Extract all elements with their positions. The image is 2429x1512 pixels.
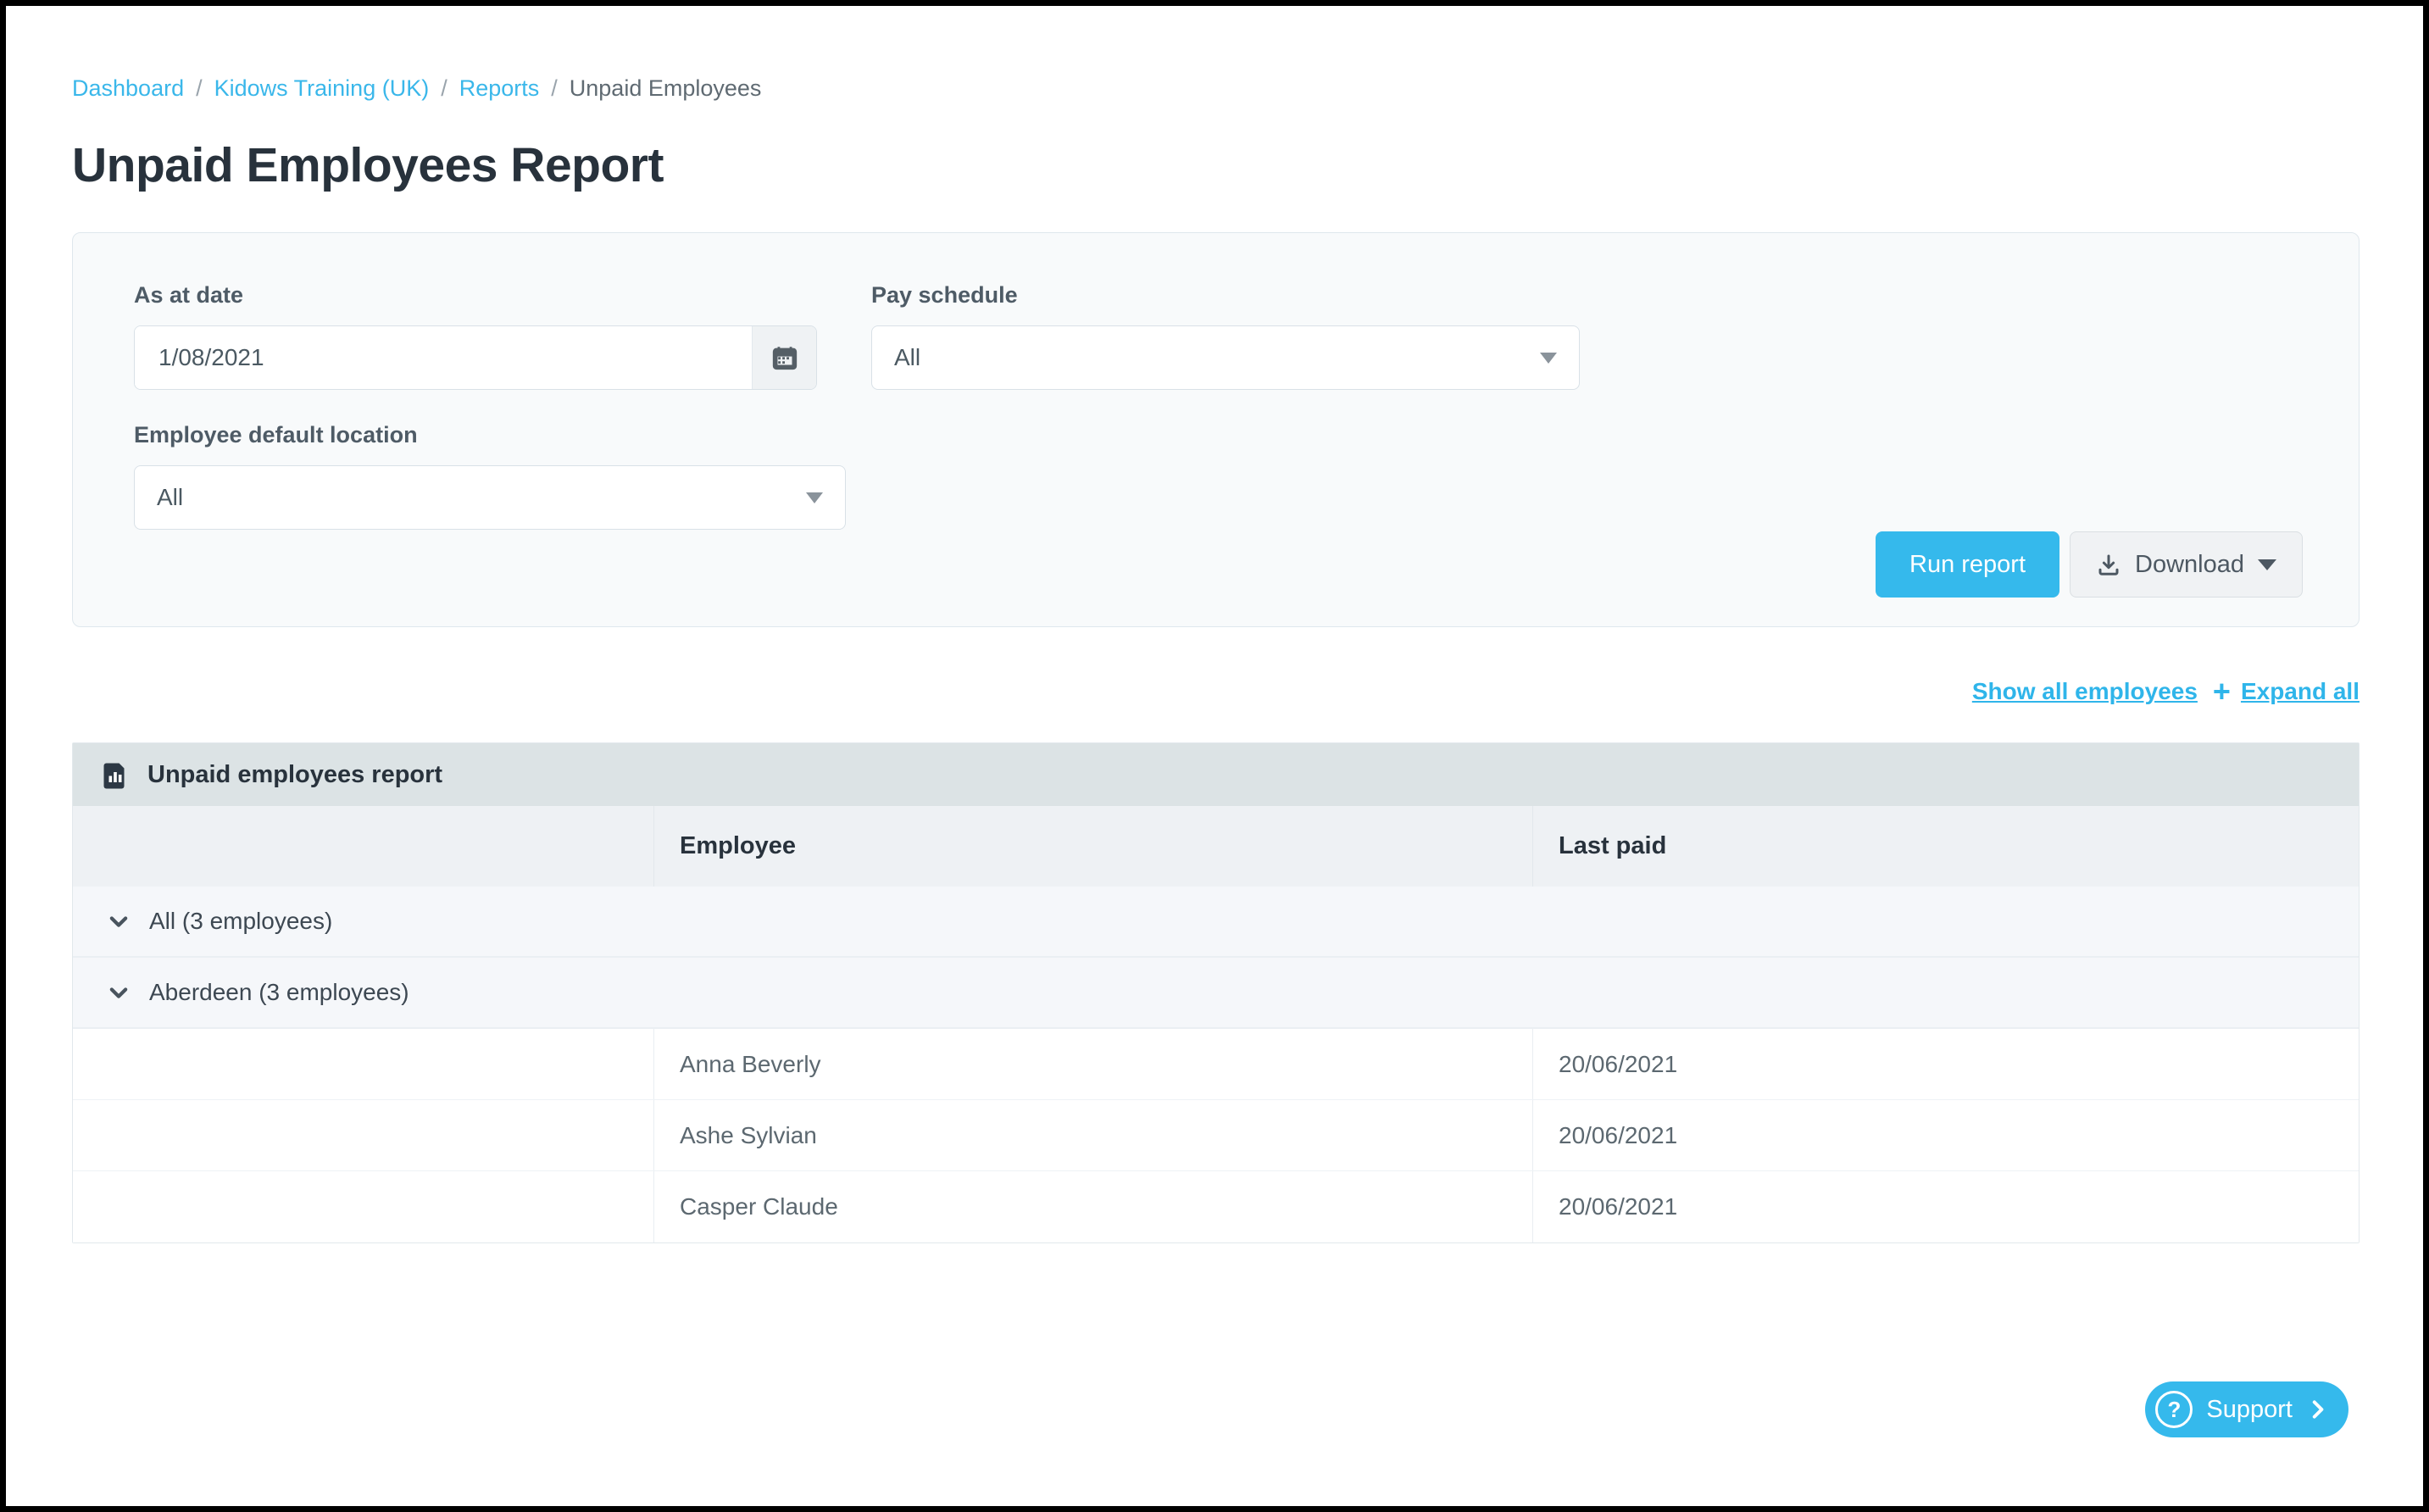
employee-default-location-field: Employee default location All <box>134 422 2299 530</box>
employee-name: Casper Claude <box>654 1171 1533 1242</box>
breadcrumb: Dashboard / Kidows Training (UK) / Repor… <box>72 75 2360 102</box>
breadcrumb-dashboard[interactable]: Dashboard <box>72 75 185 101</box>
breadcrumb-current: Unpaid Employees <box>569 75 762 101</box>
table-title: Unpaid employees report <box>147 760 443 788</box>
employee-default-location-value: All <box>157 484 184 510</box>
unpaid-employees-table: Unpaid employees report Employee Last pa… <box>72 742 2360 1243</box>
calendar-button[interactable] <box>752 326 816 389</box>
group-row-all[interactable]: All (3 employees) <box>73 887 2359 958</box>
row-blank-cell <box>73 1171 654 1242</box>
support-label: Support <box>2206 1395 2293 1423</box>
page-title: Unpaid Employees Report <box>72 138 664 192</box>
employee-name: Ashe Sylvian <box>654 1100 1533 1170</box>
download-button[interactable]: Download <box>2070 531 2303 598</box>
pay-schedule-field: Pay schedule All <box>871 282 1580 390</box>
as-at-date-label: As at date <box>134 282 244 308</box>
table-links-row: Show all employees + Expand all <box>72 676 2360 707</box>
breadcrumb-business[interactable]: Kidows Training (UK) <box>214 75 430 101</box>
table-title-bar: Unpaid employees report <box>73 743 2359 806</box>
download-icon <box>2096 552 2121 577</box>
table-row: Ashe Sylvian 20/06/2021 <box>73 1100 2359 1171</box>
table-column-header: Employee Last paid <box>73 806 2359 887</box>
breadcrumb-reports[interactable]: Reports <box>459 75 540 101</box>
chevron-down-icon <box>1540 352 1557 364</box>
breadcrumb-separator: / <box>196 75 203 101</box>
plus-icon: + <box>2212 674 2231 709</box>
chevron-down-icon <box>107 909 131 933</box>
column-blank <box>73 806 654 887</box>
group-label: All (3 employees) <box>149 908 333 934</box>
employee-default-location-select[interactable]: All <box>134 465 846 530</box>
table-row: Anna Beverly 20/06/2021 <box>73 1029 2359 1100</box>
help-icon: ? <box>2155 1391 2193 1428</box>
last-paid-date: 20/06/2021 <box>1559 1121 1678 1148</box>
as-at-date-field: As at date <box>134 282 817 390</box>
breadcrumb-separator: / <box>551 75 558 101</box>
group-label: Aberdeen (3 employees) <box>149 979 409 1005</box>
support-button[interactable]: ? Support <box>2145 1381 2348 1437</box>
row-blank-cell <box>73 1100 654 1170</box>
chevron-down-icon <box>806 492 823 503</box>
chevron-down-icon <box>107 981 131 1004</box>
filter-panel: As at date <box>72 232 2360 627</box>
breadcrumb-separator: / <box>441 75 447 101</box>
pay-schedule-value: All <box>894 344 921 370</box>
employee-name: Anna Beverly <box>654 1029 1533 1099</box>
report-icon <box>100 759 131 790</box>
chevron-right-icon <box>2306 1398 2328 1420</box>
download-label: Download <box>2135 550 2244 578</box>
group-row-aberdeen[interactable]: Aberdeen (3 employees) <box>73 958 2359 1029</box>
run-report-button[interactable]: Run report <box>1876 531 2060 598</box>
table-row: Casper Claude 20/06/2021 <box>73 1171 2359 1242</box>
last-paid-date: 20/06/2021 <box>1559 1193 1678 1220</box>
calendar-icon <box>770 343 799 372</box>
chevron-down-icon <box>2258 559 2276 570</box>
employee-default-location-label: Employee default location <box>134 422 418 447</box>
column-employee: Employee <box>654 806 1533 887</box>
column-last-paid: Last paid <box>1559 832 1667 859</box>
show-all-employees-link[interactable]: Show all employees <box>1971 678 2198 704</box>
as-at-date-input[interactable] <box>135 326 752 389</box>
expand-all-link[interactable]: Expand all <box>2240 678 2360 704</box>
last-paid-date: 20/06/2021 <box>1559 1050 1678 1077</box>
pay-schedule-label: Pay schedule <box>871 282 1018 308</box>
row-blank-cell <box>73 1029 654 1099</box>
pay-schedule-select[interactable]: All <box>871 325 1580 390</box>
